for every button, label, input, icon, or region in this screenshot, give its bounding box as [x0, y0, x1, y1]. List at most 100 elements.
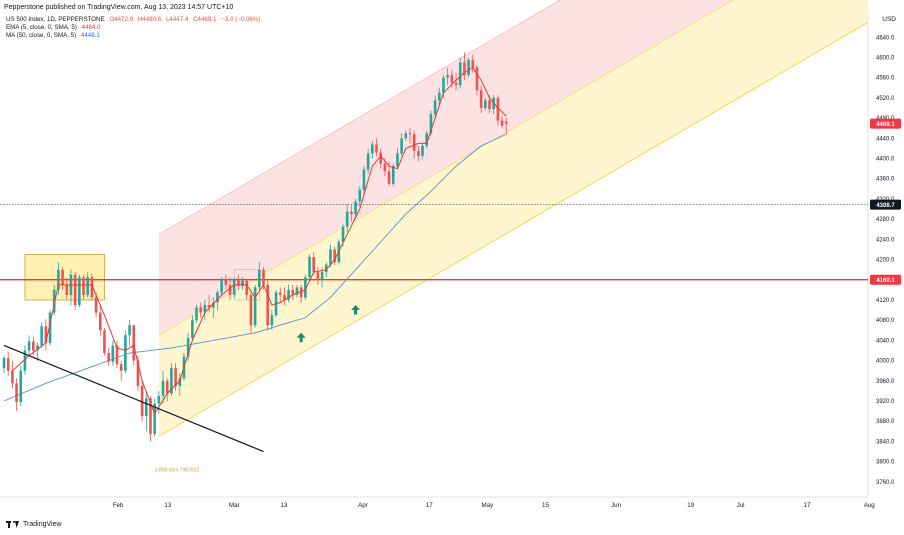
candle-body-104 — [437, 92, 441, 101]
candle-body-100 — [421, 145, 424, 156]
price-tick-1: 3800.0 — [876, 460, 895, 466]
candle-body-8 — [36, 345, 39, 351]
candle-body-63 — [266, 284, 269, 326]
candle-body-49 — [207, 305, 211, 308]
candle-body-106 — [446, 75, 449, 78]
candle-body-24 — [103, 330, 106, 354]
candle-body-119 — [500, 120, 504, 126]
time-tick-12: Aug — [864, 502, 876, 509]
price-tick-13: 4280.0 — [876, 217, 895, 223]
low-value: L4447.4 — [165, 16, 189, 23]
candle-body-58 — [245, 280, 249, 295]
candle-body-74 — [312, 257, 316, 273]
change-value: −3.0 (−0.06%) — [221, 16, 261, 23]
candle-body-64 — [270, 315, 274, 326]
candle-body-23 — [98, 312, 102, 331]
candle-body-14 — [61, 269, 64, 285]
price-tick-3: 3880.0 — [876, 419, 895, 425]
candle-body-115 — [484, 100, 487, 108]
candle-body-75 — [316, 272, 320, 280]
price-tick-5: 3960.0 — [876, 379, 895, 385]
time-tick-2: Mar — [229, 502, 240, 509]
time-tick-3: 13 — [281, 502, 288, 509]
candle-body-83 — [350, 211, 353, 215]
candle-body-41 — [174, 368, 177, 386]
candle-body-7 — [32, 341, 35, 351]
time-tick-5: 17 — [426, 502, 433, 509]
price-tick-0: 3760.0 — [876, 480, 895, 486]
candle-body-0 — [2, 358, 6, 369]
candle-body-92 — [387, 171, 391, 184]
high-value: H4480.6 — [137, 16, 162, 23]
candle-body-78 — [329, 249, 332, 265]
channel-upper-line — [158, 0, 561, 235]
candle-body-86 — [362, 169, 366, 190]
candle-body-42 — [178, 378, 182, 386]
candle-body-97 — [408, 133, 412, 135]
candle-body-67 — [283, 294, 286, 300]
candle-body-79 — [333, 249, 336, 263]
price-tick-9: 4120.0 — [876, 298, 895, 304]
candle-body-57 — [241, 280, 244, 286]
crosshair-price-label: 4308.7 — [876, 203, 895, 209]
candle-body-45 — [191, 320, 194, 338]
candle-body-54 — [228, 284, 232, 295]
channel-lower-line — [158, 21, 869, 437]
ma-legend[interactable]: MA (50, close, 0, SMA, 5) 4448.1 — [6, 32, 100, 40]
price-tick-16: 4400.0 — [876, 157, 895, 163]
candle-body-99 — [417, 150, 420, 156]
price-tick-19: 4520.0 — [876, 96, 895, 102]
candle-body-33 — [140, 385, 144, 417]
candle-body-44 — [186, 337, 190, 357]
candle-body-91 — [383, 163, 387, 172]
candle-body-30 — [128, 325, 131, 336]
candle-body-73 — [308, 257, 311, 278]
candle-body-36 — [153, 403, 156, 434]
candle-body-20 — [86, 277, 90, 295]
candle-body-105 — [442, 77, 445, 93]
candle-body-72 — [304, 277, 307, 298]
candle-body-27 — [115, 345, 119, 365]
candle-body-26 — [111, 345, 115, 362]
candle-body-38 — [161, 380, 165, 396]
candle-body-47 — [199, 307, 203, 313]
candle-body-59 — [249, 294, 253, 326]
price-tick-2: 3840.0 — [876, 439, 895, 445]
candle-body-77 — [324, 264, 328, 273]
candle-body-81 — [341, 226, 345, 242]
published-text: Pepperstone published on TradingView.com… — [4, 4, 234, 11]
price-tick-11: 4200.0 — [876, 258, 895, 264]
candle-body-62 — [262, 269, 265, 285]
candle-body-66 — [278, 292, 282, 295]
candle-body-93 — [391, 166, 395, 184]
candle-body-29 — [124, 335, 127, 371]
candle-body-50 — [211, 302, 215, 308]
time-tick-1: 13 — [164, 502, 171, 509]
candle-body-34 — [145, 398, 148, 417]
time-tick-9: 19 — [687, 502, 694, 509]
last-price-label-bg — [870, 118, 901, 129]
up-arrow-icon-1 — [351, 305, 361, 315]
up-arrow-icon-0 — [296, 332, 306, 343]
candle-body-39 — [165, 380, 169, 394]
price-tick-8: 4080.0 — [876, 318, 895, 324]
ema5-line — [12, 66, 507, 415]
price-tick-20: 4560.0 — [876, 76, 895, 82]
candle-body-107 — [450, 75, 454, 83]
candle-body-68 — [287, 289, 290, 300]
time-tick-8: Jun — [611, 502, 622, 509]
open-value: O4472.9 — [109, 16, 134, 23]
candle-body-111 — [467, 59, 470, 76]
candle-body-48 — [203, 305, 207, 313]
channel-label: 3,808.00/4,798.00/2 — [155, 468, 200, 474]
candle-body-53 — [224, 279, 228, 285]
time-tick-6: May — [482, 502, 495, 509]
time-tick-10: Jul — [737, 502, 745, 509]
candle-body-55 — [232, 279, 236, 295]
candle-body-112 — [471, 59, 475, 68]
ema-legend[interactable]: EMA (5, close, 0, SMA, 5) 4484.0 — [6, 24, 101, 32]
candle-body-5 — [23, 350, 27, 371]
symbol-label: US 500 Index, 1D, PEPPERSTONE — [6, 16, 105, 23]
